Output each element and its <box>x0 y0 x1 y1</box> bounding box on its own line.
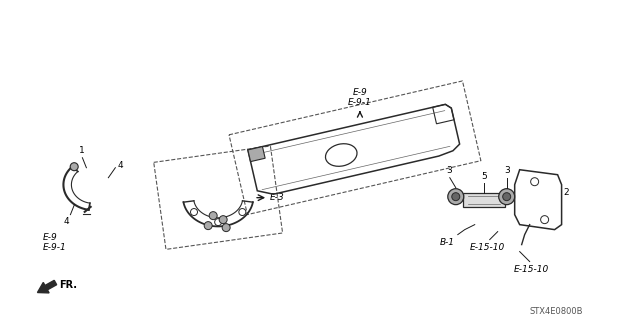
Text: B-1: B-1 <box>440 238 455 247</box>
Circle shape <box>222 224 230 232</box>
Text: 3: 3 <box>446 166 452 175</box>
Text: E-3: E-3 <box>270 193 285 202</box>
Text: FR.: FR. <box>60 279 77 290</box>
FancyArrow shape <box>38 280 57 293</box>
Circle shape <box>499 189 515 205</box>
Text: 5: 5 <box>481 172 486 181</box>
Text: 3: 3 <box>504 166 509 175</box>
Text: 1: 1 <box>79 146 84 155</box>
Circle shape <box>502 193 511 201</box>
Text: 4: 4 <box>63 217 69 226</box>
Text: 4: 4 <box>117 161 123 170</box>
Text: STX4E0800B: STX4E0800B <box>530 308 583 316</box>
Circle shape <box>219 216 227 224</box>
Text: E-9: E-9 <box>42 233 57 241</box>
Polygon shape <box>248 146 265 162</box>
Text: E-9: E-9 <box>353 88 367 97</box>
Text: E-15-10: E-15-10 <box>514 264 549 274</box>
Text: 2: 2 <box>564 188 569 197</box>
Text: E-15-10: E-15-10 <box>470 242 506 252</box>
Circle shape <box>452 193 460 201</box>
Circle shape <box>204 222 212 230</box>
Circle shape <box>209 211 217 220</box>
Circle shape <box>448 189 464 205</box>
Text: E-9-1: E-9-1 <box>42 242 66 252</box>
Polygon shape <box>463 193 505 207</box>
Text: E-9-1: E-9-1 <box>348 98 372 107</box>
Circle shape <box>70 163 78 171</box>
